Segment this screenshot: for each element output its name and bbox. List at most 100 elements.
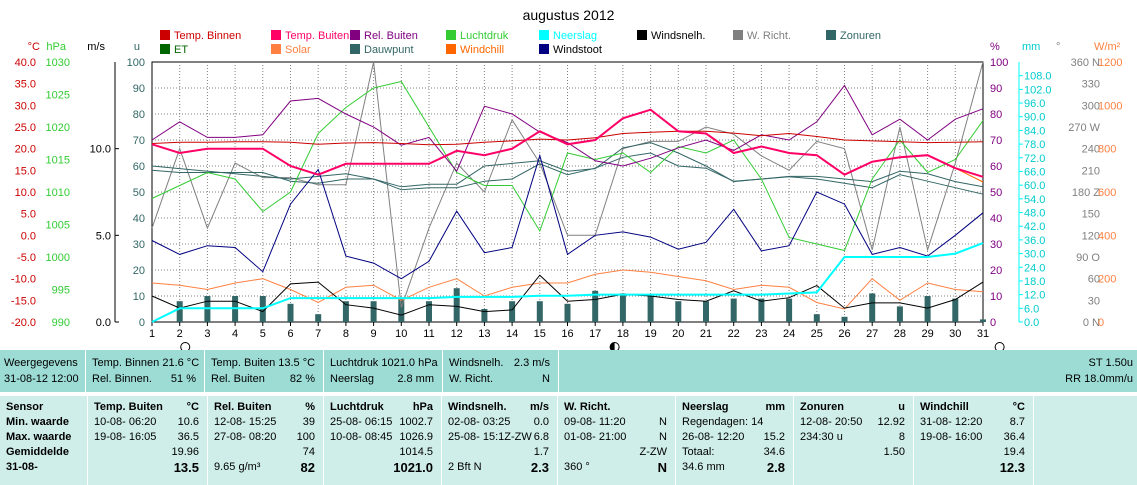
- stat-row: 31-08- 12:20 8.7: [920, 415, 1029, 430]
- axis-tick-u: 80: [133, 109, 145, 121]
- axis-tick-x: 29: [921, 328, 933, 340]
- legend-swatch: [446, 44, 456, 54]
- axis-tick-wm2: 1200: [1098, 57, 1122, 69]
- axis-tick-hpa: 1025: [46, 90, 70, 102]
- legend-swatch: [446, 30, 456, 40]
- axis-tick-hpa: 990: [52, 317, 70, 329]
- et-bar: [509, 301, 516, 322]
- axis-tick-x: 27: [866, 328, 878, 340]
- axis-tick-mm: 18.0: [1024, 276, 1045, 288]
- stat-header: Luchtdruk hPa: [330, 400, 437, 415]
- axis-tick-c: 10.0: [15, 187, 36, 199]
- stat-row: 1.50: [800, 445, 909, 460]
- legend-label: Windsnelh.: [651, 30, 706, 42]
- legend-swatch: [826, 30, 836, 40]
- axis-tick-u: 60: [133, 161, 145, 173]
- axis-tick-pct: 20: [990, 265, 1002, 277]
- legend-item-rel-buiten: Rel. Buiten: [350, 30, 418, 42]
- stat-header: Rel. Buiten%: [214, 400, 319, 415]
- rel-binnen-value: 51 %: [170, 373, 196, 385]
- axis-tick-x: 24: [783, 328, 795, 340]
- stat-row: 25-08- 06:15 1002.7: [330, 415, 437, 430]
- axis-tick-mm: 72.0: [1024, 153, 1045, 165]
- date-label: 31-08-: [6, 461, 38, 473]
- axis-tick-u: 100: [127, 57, 145, 69]
- stat-header: Zonuren u: [800, 400, 909, 415]
- et-bar: [426, 301, 432, 322]
- axis-tick-x: 15: [534, 328, 546, 340]
- axis-unit-pct: %: [990, 41, 1000, 53]
- stat-header-label: Zonuren: [800, 401, 844, 413]
- axis-tick-c: 0.0: [21, 230, 36, 242]
- stat-row: 25-08- 15:1Z-ZW 6.8: [448, 430, 553, 445]
- axis-tick-wm2: 1000: [1098, 100, 1122, 112]
- legend-swatch: [733, 30, 743, 40]
- series-luchtdruk: [151, 80, 984, 252]
- axis-tick-u: 40: [133, 213, 145, 225]
- rel-buiten-label: Rel. Buiten: [211, 373, 265, 385]
- series-windstoot: [151, 153, 984, 280]
- temp-buiten-value: 13.5 °C: [278, 357, 316, 369]
- stat-row-value: 6.8: [533, 431, 549, 443]
- axis-tick-x: 20: [672, 328, 684, 340]
- axis-tick-hpa: 1000: [46, 252, 70, 264]
- stat-row: 02-08- 03:25 0.0: [448, 415, 553, 430]
- stat-row-label: 09-08- 11:20: [564, 416, 626, 428]
- temp-binnen-value: 21.6 °C: [162, 357, 200, 369]
- axis-tick-x: 17: [589, 328, 601, 340]
- axis-unit-mm: mm: [1022, 41, 1040, 53]
- moon-half-fill: [610, 342, 615, 350]
- axis-tick-mm: 96.0: [1024, 98, 1045, 110]
- legend-swatch: [539, 44, 549, 54]
- legend-item-windchill: Windchill: [446, 44, 504, 56]
- axis-tick-x: 31: [977, 328, 989, 340]
- axis-tick-mm: 0.0: [1024, 317, 1039, 329]
- et-bar: [564, 303, 571, 322]
- stat-header-unit: u: [898, 401, 905, 413]
- stat-row-label: 26-08- 12:20: [682, 431, 745, 443]
- stat-header-label: Windchill: [920, 401, 969, 413]
- axis-tick-deg: 30: [1088, 295, 1100, 307]
- et-bar: [619, 293, 626, 322]
- axis-tick-mm: 108.0: [1024, 71, 1052, 83]
- stat-row-value: 2.8: [766, 460, 785, 475]
- series-solar: [151, 269, 984, 310]
- axis-tick-u: 50: [133, 187, 145, 199]
- et-bar: [370, 301, 377, 322]
- chart-legend: Temp. Binnen Temp. Buiten Rel. Buiten Lucht…: [0, 30, 1137, 58]
- stat-row-value: 19.4: [1003, 446, 1025, 458]
- axis-tick-c: 20.0: [15, 144, 36, 156]
- stat-row-value: 19.96: [171, 446, 199, 458]
- stat-row: 26-08- 12:20 15.2: [682, 430, 789, 445]
- current-rate-cell: ST 1.50u RR 18.0mm/u: [561, 350, 1137, 392]
- stat-row: 74: [214, 445, 319, 460]
- stat-row: 19.96: [94, 445, 203, 460]
- legend-item-w-richt: W. Richt.: [733, 30, 791, 42]
- stat-header-label: W. Richt.: [564, 401, 611, 413]
- stat-row: 360 ° N: [564, 460, 671, 475]
- et-bar: [924, 296, 931, 322]
- luchtdruk-value: 1021.0 hPa: [381, 357, 438, 369]
- et-bar: [176, 301, 183, 322]
- et-bar: [980, 319, 986, 322]
- axis-tick-pct: 90: [990, 83, 1002, 95]
- legend-swatch: [160, 44, 170, 54]
- axis-tick-u: 10: [133, 291, 145, 303]
- axis-tick-hpa: 1020: [46, 122, 70, 134]
- stat-row-label: 25-08- 15:1Z-ZW: [448, 431, 532, 443]
- moon-full-icon: [994, 342, 1005, 350]
- axis-tick-x: 16: [561, 328, 573, 340]
- stat-row-label: Regendagen: 14: [682, 416, 764, 428]
- axis-tick-deg: 360 N: [1071, 57, 1100, 69]
- stat-column-neerslag: Neerslag mm Regendagen: 14 26-08- 12:20 15.2…: [676, 396, 794, 485]
- axis-tick-pct: 70: [990, 135, 1002, 147]
- axis-tick-pct: 100: [990, 57, 1008, 69]
- stat-header-label: Windsnelh.: [448, 401, 507, 413]
- stat-row: 1021.0: [330, 460, 437, 475]
- stat-row: 12.3: [920, 460, 1029, 475]
- axis-tick-deg: 60: [1088, 274, 1100, 286]
- stat-row: 27-08- 08:20 100: [214, 430, 319, 445]
- et-bar: [287, 303, 294, 322]
- stat-row: 12-08- 20:50 12.92: [800, 415, 909, 430]
- stat-header-label: Neerslag: [682, 401, 729, 413]
